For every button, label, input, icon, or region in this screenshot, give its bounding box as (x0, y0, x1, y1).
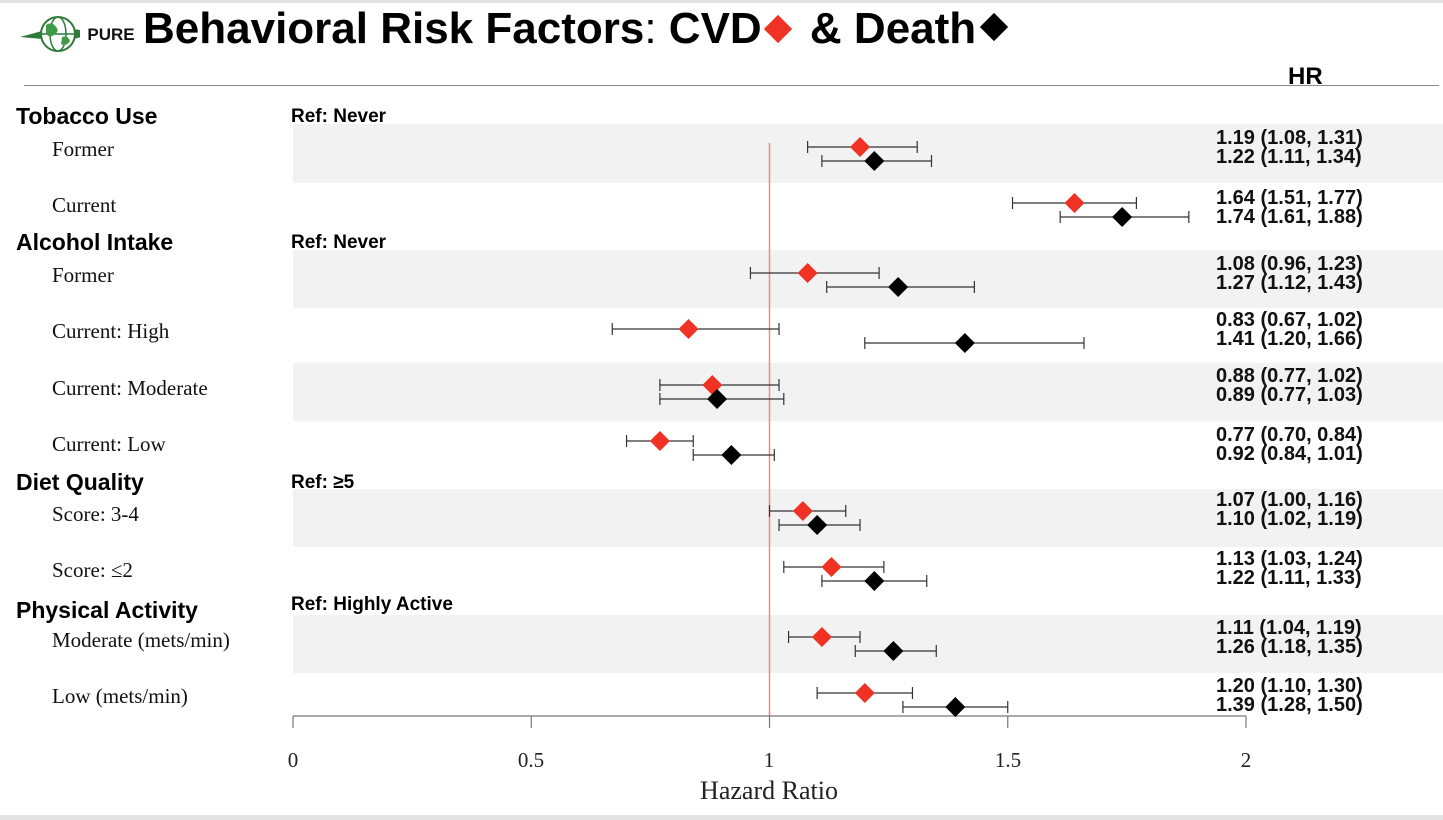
hr-cvd: 0.77 (0.70, 0.84) (1216, 424, 1363, 446)
row-label: Score: ≤2 (52, 558, 133, 582)
band-pa-moderate (293, 615, 1443, 673)
slide: PURE Behavioral Risk Factors: CVD & Deat… (0, 3, 1443, 815)
cvd-point (854, 683, 875, 703)
row-label: Current: Low (52, 432, 166, 456)
hr-death: 1.39 (1.28, 1.50) (1216, 694, 1363, 716)
group-tobacco: Tobacco Use (16, 103, 158, 129)
ref-alcohol: Ref: Never (291, 232, 387, 253)
group-activity: Physical Activity (16, 597, 198, 623)
death-point (864, 571, 885, 591)
x-tick-label: 1.5 (994, 748, 1022, 772)
hr-cvd: 1.20 (1.10, 1.30) (1216, 675, 1363, 697)
cvd-point (1064, 193, 1085, 213)
title-rule (24, 85, 1439, 86)
death-point (945, 697, 966, 717)
title-cvd: CVD (656, 4, 762, 53)
death-point (954, 333, 975, 353)
hr-death: 1.22 (1.11, 1.33) (1216, 567, 1362, 589)
hr-death: 1.41 (1.20, 1.66) (1216, 328, 1363, 350)
hr-cvd: 1.08 (0.96, 1.23) (1216, 253, 1363, 275)
row-label: Low (mets/min) (52, 684, 188, 708)
death-point (721, 445, 742, 465)
x-tick-label: 0 (287, 748, 299, 772)
row-label: Current (52, 193, 117, 217)
ref-activity: Ref: Highly Active (291, 594, 453, 615)
hr-cvd: 0.83 (0.67, 1.02) (1216, 309, 1363, 331)
hr-death: 1.74 (1.61, 1.88) (1216, 206, 1363, 228)
death-point (883, 641, 904, 661)
row-label: Former (52, 137, 114, 161)
title-colon: : (644, 4, 657, 53)
hr-cvd: 1.64 (1.51, 1.77) (1216, 187, 1363, 209)
x-tick-label: 2 (1240, 748, 1252, 772)
cvd-point (797, 263, 818, 283)
ref-tobacco: Ref: Never (291, 106, 387, 127)
band-diet-3-4 (293, 489, 1443, 547)
hr-death: 0.89 (0.77, 1.03) (1216, 384, 1363, 406)
row-label: Current: High (52, 319, 170, 343)
hr-death: 1.10 (1.02, 1.19) (1216, 508, 1363, 530)
cvd-point (792, 501, 813, 521)
band-alcohol-moderate (293, 363, 1443, 421)
x-axis-label: Hazard Ratio (700, 776, 838, 805)
hr-death: 0.92 (0.84, 1.01) (1216, 443, 1363, 465)
hr-cvd: 1.13 (1.03, 1.24) (1216, 548, 1363, 570)
cvd-point (649, 431, 670, 451)
pure-logo: PURE (20, 16, 142, 52)
page-title: Behavioral Risk Factors: CVD & Death (143, 4, 1009, 53)
group-diet: Diet Quality (16, 469, 144, 495)
x-tick-label: 1 (763, 748, 775, 772)
title-death: & Death (797, 4, 977, 53)
hr-cvd: 0.88 (0.77, 1.02) (1216, 365, 1363, 387)
death-point (1112, 207, 1133, 227)
death-point (807, 515, 828, 535)
death-point (707, 389, 728, 409)
hr-death: 1.26 (1.18, 1.35) (1216, 636, 1363, 658)
hr-cvd: 1.07 (1.00, 1.16) (1216, 489, 1363, 511)
cvd-point (821, 557, 842, 577)
row-label: Current: Moderate (52, 376, 208, 400)
ref-diet: Ref: ≥5 (291, 472, 355, 493)
logo-text: PURE (87, 25, 134, 44)
row-label: Moderate (mets/min) (52, 628, 230, 652)
death-point (864, 151, 885, 171)
cvd-point (678, 319, 699, 339)
hr-death: 1.27 (1.12, 1.43) (1216, 272, 1363, 294)
row-label: Former (52, 263, 114, 287)
band-tobacco-former (293, 124, 1443, 183)
death-point (888, 277, 909, 297)
hr-cvd: 1.19 (1.08, 1.31) (1216, 127, 1363, 149)
group-alcohol: Alcohol Intake (16, 229, 174, 255)
hr-death: 1.22 (1.11, 1.34) (1216, 146, 1362, 168)
band-alcohol-former (293, 250, 1443, 308)
hr-cvd: 1.11 (1.04, 1.19) (1216, 617, 1362, 639)
hr-column-header: HR (1288, 63, 1323, 90)
title-main: Behavioral Risk Factors (143, 4, 645, 53)
row-label: Score: 3-4 (52, 502, 139, 526)
cvd-point (811, 627, 832, 647)
x-tick-label: 0.5 (517, 748, 545, 772)
cvd-point (850, 137, 871, 157)
forest-plot (292, 137, 1247, 728)
